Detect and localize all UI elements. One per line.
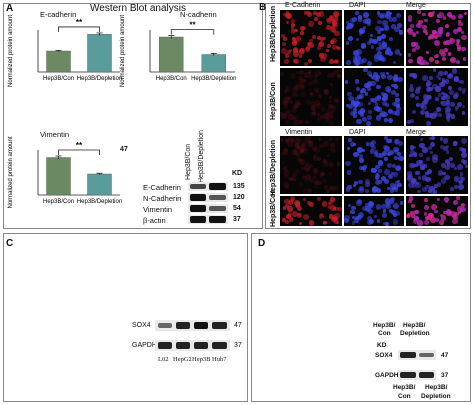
micro-header: E-Cadherin [285, 2, 321, 9]
micro-header: DAPI [349, 2, 366, 9]
blot-a-kd-value: 54 [233, 205, 241, 212]
significance-mark: ** [189, 21, 196, 30]
x-tick-label: Hep3B/Con [43, 199, 74, 205]
blot-a-kd-value: 120 [233, 194, 245, 201]
blot-c-strip [155, 320, 230, 331]
blot-a-row-label: β-actin [143, 216, 166, 225]
blot-d-header: Hep3B/ [403, 322, 426, 329]
micrograph [280, 10, 342, 66]
micro-header: Merge [406, 129, 426, 136]
blot-a-kd: KD [232, 170, 243, 177]
blot-d-header: Con [378, 330, 391, 337]
blot-d-footer: Depletion [421, 393, 451, 400]
x-tick-label: Hep3B/Depletion [77, 199, 122, 205]
blot-c-lane: HepG2 [173, 356, 192, 363]
micrograph [280, 68, 342, 126]
blot-d-row-label: SOX4 [375, 352, 393, 359]
chart-title: N-cadherin [180, 10, 217, 19]
x-tick-label: Hep3B/Con [156, 76, 187, 82]
significance-mark: ** [76, 18, 83, 27]
blot-a-strip [188, 182, 228, 191]
micrograph [344, 68, 404, 126]
blot-c-kd-value: 47 [234, 322, 242, 329]
micro-header: DAPI [349, 129, 366, 136]
micrograph [344, 196, 404, 226]
blot-a-kd-value: 37 [233, 216, 241, 223]
panel-c-label: C [6, 238, 14, 249]
y-axis-label: Normalized protein amount [8, 136, 14, 208]
micrograph [344, 136, 404, 194]
blot-a-strip [188, 193, 228, 202]
blot-c-lane: Hep3B [192, 356, 211, 363]
blot-d-strip [398, 370, 436, 380]
blot-a-strip [188, 215, 228, 224]
blot-c-lane: Huh7 [212, 356, 227, 363]
significance-bracket [58, 26, 100, 32]
blot-c-strip [155, 340, 230, 351]
significance-bracket [58, 149, 100, 155]
blot-d-footer: Hep3B/ [425, 384, 448, 391]
bar [46, 50, 71, 73]
micro-row-label: Hep3B/Depletion [270, 139, 277, 196]
blot-d-kd-value: 47 [441, 352, 449, 359]
blot-a-kd-value: 135 [233, 183, 245, 190]
micro-row-label: Hep3B/Depletion [270, 5, 277, 62]
y-axis-label: Normalized protein amount [120, 15, 126, 87]
micro-header: Vimentin [285, 129, 313, 136]
blot-d-footer: Con [398, 393, 411, 400]
micro-header: Merge [406, 2, 426, 9]
blot-c-kd-value: 37 [234, 342, 242, 349]
x-tick-label: Hep3B/Con [43, 76, 74, 82]
bar [46, 157, 71, 196]
micrograph [280, 196, 342, 226]
bar [87, 173, 112, 196]
x-tick-label: Hep3B/Depletion [191, 76, 236, 82]
chart-title: Vimentin [40, 130, 69, 139]
bar [87, 34, 112, 73]
blot-a-strip [188, 204, 228, 213]
micrograph [406, 68, 468, 126]
panel-a-title: Western Blot analysis [90, 3, 186, 14]
blot-c-lane: L02 [158, 356, 169, 363]
significance-mark: ** [76, 141, 83, 150]
significance-bracket [170, 29, 215, 35]
x-tick-label: Hep3B/Depletion [77, 76, 122, 82]
blot-a-row-label: Vimentin [143, 205, 173, 214]
micrograph [406, 196, 468, 226]
blot-d-row-label: GAPDH [375, 372, 399, 379]
blot-a-header-con: Hep3B/Con [185, 143, 192, 180]
panel-d-label: D [258, 238, 266, 249]
blot-d-footer: Hep3B/ [393, 384, 416, 391]
blot-d-header: Hep3B/ [373, 322, 396, 329]
panel-c-frame [3, 233, 248, 402]
blot-a-row-label: N-Cadherin [143, 194, 182, 203]
micro-row-label: Hep3B/Con [270, 82, 277, 120]
panel-b-label: B [259, 2, 267, 13]
blot-d-kd: KD [377, 342, 387, 349]
panel-a-lane-number: 47 [120, 146, 128, 153]
bar [159, 36, 184, 73]
blot-a-header-dep: Hep3B/Depletion [198, 130, 205, 183]
y-axis-label: Normalized protein amount [8, 15, 14, 87]
panel-d-frame [251, 233, 471, 402]
blot-d-header: Depletion [400, 330, 430, 337]
micrograph [406, 10, 468, 66]
micrograph [280, 136, 342, 194]
chart-title: E-cadherin [40, 10, 76, 19]
blot-c-row-label: GAPDH [132, 342, 157, 349]
blot-a-row-label: E-Cadherin [143, 183, 181, 192]
bar [201, 54, 226, 73]
panel-a-label: A [6, 3, 14, 14]
blot-d-kd-value: 37 [441, 372, 449, 379]
blot-d-strip [398, 350, 436, 360]
micrograph [344, 10, 404, 66]
micro-row-label: Hep3B/Con [270, 189, 277, 227]
micrograph [406, 136, 468, 194]
blot-c-row-label: SOX4 [132, 322, 151, 329]
